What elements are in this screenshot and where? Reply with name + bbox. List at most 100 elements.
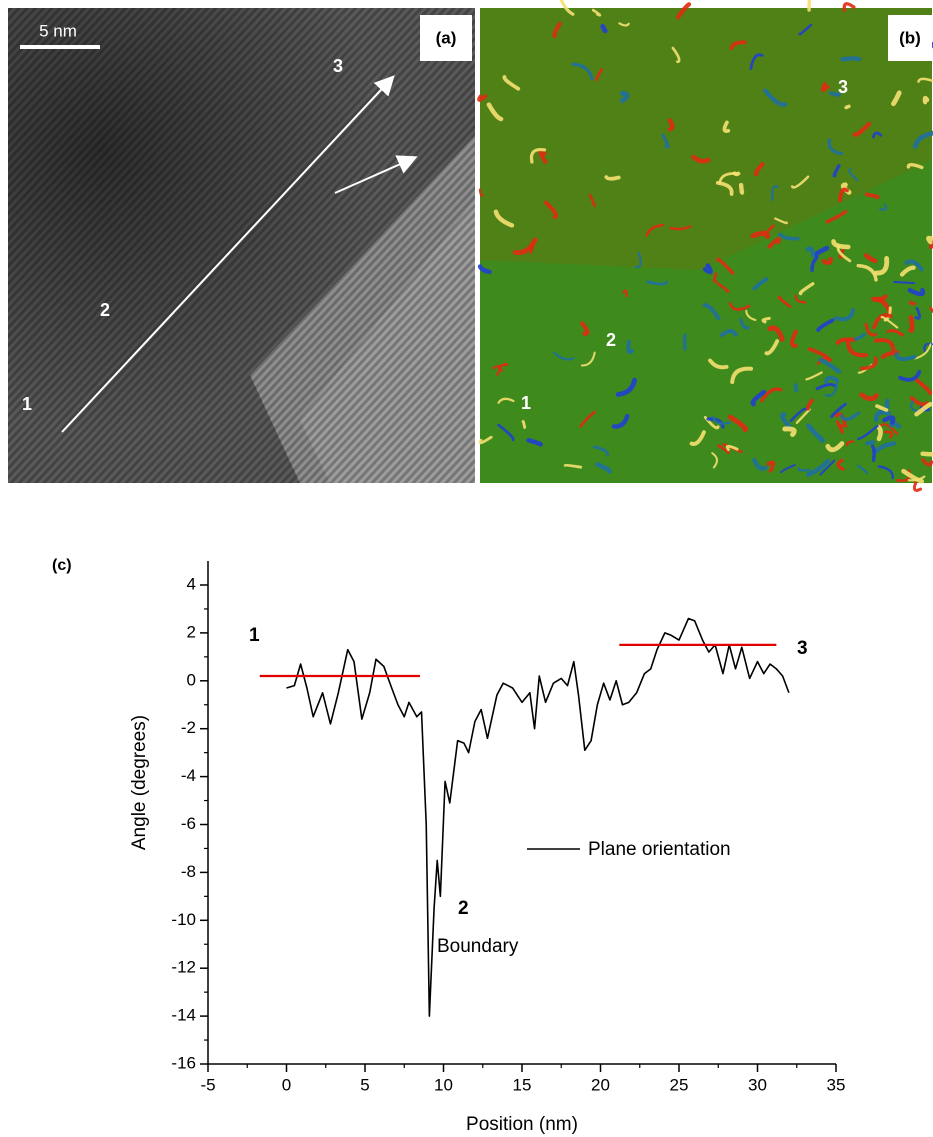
strain-feature bbox=[898, 370, 922, 382]
strain-feature bbox=[771, 185, 779, 202]
strain-feature bbox=[875, 404, 889, 412]
strain-feature bbox=[915, 378, 933, 396]
strain-feature bbox=[852, 121, 872, 137]
strain-feature bbox=[810, 255, 819, 272]
annotation: Boundary bbox=[437, 936, 519, 957]
strain-feature bbox=[824, 380, 839, 397]
panel-a: 5 nm (a) 1 2 3 bbox=[8, 8, 475, 483]
strain-feature bbox=[661, 133, 670, 149]
strain-feature bbox=[872, 131, 883, 139]
strain-feature bbox=[671, 46, 681, 64]
strain-feature bbox=[521, 419, 527, 429]
strain-feature bbox=[611, 413, 630, 429]
strain-feature bbox=[912, 480, 923, 492]
strain-feature bbox=[477, 94, 488, 102]
strain-feature bbox=[719, 329, 738, 338]
strain-feature bbox=[806, 458, 831, 477]
strain-feature bbox=[626, 339, 635, 355]
strain-feature bbox=[820, 82, 830, 92]
strain-feature bbox=[591, 8, 602, 17]
strain-feature bbox=[845, 440, 855, 447]
strain-feature bbox=[529, 244, 535, 255]
strain-feature bbox=[827, 138, 843, 156]
strain-feature bbox=[864, 322, 878, 337]
strain-feature bbox=[716, 257, 735, 275]
x-tick-label: 0 bbox=[282, 1075, 291, 1094]
strain-feature bbox=[853, 332, 866, 341]
strain-feature bbox=[879, 423, 899, 436]
strain-feature bbox=[848, 167, 859, 182]
panel-b: (b) 1 2 3 bbox=[477, 0, 933, 492]
strain-feature bbox=[713, 272, 718, 284]
x-tick-label: 20 bbox=[591, 1075, 610, 1094]
strain-feature bbox=[604, 175, 621, 181]
strain-feature bbox=[908, 315, 915, 333]
strain-feature bbox=[728, 302, 751, 311]
strain-feature bbox=[894, 352, 917, 361]
x-tick-label: 30 bbox=[748, 1075, 767, 1094]
strain-feature bbox=[818, 357, 842, 374]
strain-feature bbox=[571, 62, 594, 81]
strain-feature bbox=[797, 467, 811, 472]
strain-feature bbox=[830, 402, 847, 419]
legend-label: Plane orientation bbox=[588, 839, 731, 860]
strain-feature bbox=[929, 306, 933, 314]
strain-feature bbox=[835, 337, 857, 346]
strain-feature bbox=[865, 439, 876, 446]
strain-feature bbox=[717, 282, 730, 293]
strain-feature bbox=[842, 2, 856, 12]
strain-feature bbox=[778, 232, 800, 241]
strain-feature bbox=[840, 56, 862, 62]
strain-feature bbox=[722, 120, 731, 133]
strain-feature bbox=[766, 460, 776, 473]
strain-feature bbox=[876, 424, 883, 442]
strain-feature bbox=[553, 351, 575, 361]
strain-feature bbox=[752, 277, 769, 291]
y-tick-label: -8 bbox=[181, 862, 196, 881]
x-tick-label: -5 bbox=[200, 1075, 215, 1094]
strain-feature bbox=[928, 237, 933, 250]
strain-feature bbox=[821, 256, 833, 265]
strain-feature bbox=[914, 307, 921, 320]
strain-feature bbox=[882, 415, 896, 425]
strain-feature bbox=[712, 415, 731, 425]
strain-feature bbox=[767, 237, 781, 249]
strain-feature bbox=[836, 244, 852, 263]
strain-features bbox=[477, 0, 933, 492]
strain-feature bbox=[856, 263, 878, 282]
strain-feature bbox=[780, 464, 796, 474]
label-box bbox=[888, 15, 932, 61]
strain-feature bbox=[563, 463, 583, 469]
strain-feature bbox=[819, 459, 836, 476]
strain-feature bbox=[595, 462, 612, 474]
strain-feature bbox=[761, 316, 771, 324]
strain-feature bbox=[689, 430, 706, 446]
y-tick-label: 0 bbox=[187, 670, 196, 689]
x-tick-label: 35 bbox=[827, 1075, 846, 1094]
strain-feature bbox=[730, 366, 754, 384]
strain-feature bbox=[909, 396, 930, 407]
strain-feature bbox=[805, 246, 816, 258]
strain-feature bbox=[600, 23, 608, 34]
strain-feature bbox=[899, 265, 916, 277]
strain-feature bbox=[478, 188, 484, 197]
strain-feature bbox=[838, 187, 849, 203]
strain-feature bbox=[806, 398, 814, 411]
panel-label: (b) bbox=[899, 28, 921, 47]
strain-feature bbox=[884, 430, 894, 439]
strain-feature bbox=[871, 294, 888, 303]
y-tick-label: -14 bbox=[171, 1006, 196, 1025]
strain-feature bbox=[832, 164, 841, 178]
strain-feature bbox=[926, 235, 933, 245]
strain-feature bbox=[890, 90, 902, 107]
strain-feature bbox=[645, 280, 668, 286]
strain-feature bbox=[805, 371, 823, 381]
strain-feature bbox=[478, 435, 493, 445]
region-marker: 1 bbox=[22, 394, 32, 414]
arrow bbox=[334, 155, 418, 194]
strain-feature bbox=[835, 420, 845, 434]
strain-feature bbox=[893, 280, 916, 285]
strain-feature bbox=[793, 383, 799, 393]
strain-feature bbox=[807, 0, 812, 12]
strain-feature bbox=[798, 23, 813, 36]
